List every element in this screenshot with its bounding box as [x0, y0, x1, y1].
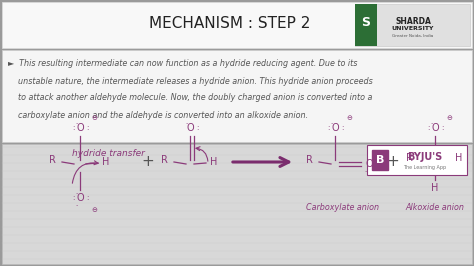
Text: H: H: [210, 157, 218, 167]
Text: :: :: [72, 125, 74, 131]
Text: +: +: [387, 155, 400, 169]
FancyBboxPatch shape: [355, 4, 377, 46]
FancyBboxPatch shape: [2, 50, 472, 142]
Text: :: :: [72, 195, 74, 201]
Text: O: O: [365, 159, 373, 169]
Text: O: O: [76, 123, 84, 133]
Text: :: :: [86, 125, 88, 131]
Text: ..: ..: [364, 168, 368, 172]
Text: :: :: [327, 125, 329, 131]
Text: ..: ..: [330, 119, 334, 124]
Text: S: S: [362, 16, 371, 30]
FancyArrowPatch shape: [73, 161, 98, 183]
Text: ⊖: ⊖: [346, 115, 352, 121]
Text: BYJU'S: BYJU'S: [407, 152, 443, 162]
Text: :: :: [196, 125, 198, 131]
Text: ..: ..: [430, 119, 434, 124]
Text: ..: ..: [75, 189, 79, 194]
Text: B: B: [376, 155, 384, 165]
Text: :: :: [86, 195, 88, 201]
Text: Alkoxide anion: Alkoxide anion: [405, 203, 465, 213]
Text: O: O: [331, 123, 339, 133]
Text: hydride transfer: hydride transfer: [72, 149, 145, 159]
Text: :: :: [341, 125, 343, 131]
Text: R: R: [306, 155, 312, 165]
Text: MECHANISM : STEP 2: MECHANISM : STEP 2: [149, 16, 310, 31]
Text: +: +: [142, 155, 155, 169]
Text: O: O: [186, 123, 194, 133]
Text: The Learning App: The Learning App: [403, 164, 447, 169]
Text: H: H: [431, 183, 439, 193]
Text: ..: ..: [75, 202, 79, 206]
Text: SHARDA: SHARDA: [395, 16, 431, 26]
FancyBboxPatch shape: [367, 145, 467, 175]
FancyBboxPatch shape: [372, 150, 388, 170]
Text: ⊖: ⊖: [91, 115, 97, 121]
FancyArrowPatch shape: [196, 147, 208, 161]
Text: ..: ..: [75, 119, 79, 124]
Text: ⊖: ⊖: [91, 207, 97, 213]
Text: :: :: [441, 125, 443, 131]
Text: UNIVERSITY: UNIVERSITY: [392, 27, 434, 31]
Text: :: :: [427, 125, 429, 131]
Text: ⊖: ⊖: [446, 115, 452, 121]
Text: H: H: [456, 153, 463, 163]
Text: Carboxylate anion: Carboxylate anion: [306, 203, 380, 213]
Text: ►  This resulting intermediate can now function as a hydride reducing agent. Due: ► This resulting intermediate can now fu…: [8, 60, 357, 69]
Text: ..: ..: [185, 119, 189, 124]
Text: to attack another aldehyde molecule. Now, the doubly charged anion is converted : to attack another aldehyde molecule. Now…: [8, 94, 373, 102]
FancyBboxPatch shape: [2, 2, 472, 48]
Text: Greater Noida, India: Greater Noida, India: [392, 34, 434, 38]
FancyBboxPatch shape: [355, 4, 470, 46]
Text: unstable nature, the intermediate releases a hydride anion. This hydride anion p: unstable nature, the intermediate releas…: [8, 77, 373, 85]
Text: H: H: [102, 157, 109, 167]
Text: carboxylate anion and the aldehyde is converted into an alkoxide anion.: carboxylate anion and the aldehyde is co…: [8, 110, 308, 119]
Text: R: R: [406, 153, 412, 163]
Text: O: O: [76, 193, 84, 203]
Text: O: O: [431, 123, 439, 133]
Text: R: R: [161, 155, 167, 165]
FancyBboxPatch shape: [2, 144, 472, 264]
Text: R: R: [48, 155, 55, 165]
